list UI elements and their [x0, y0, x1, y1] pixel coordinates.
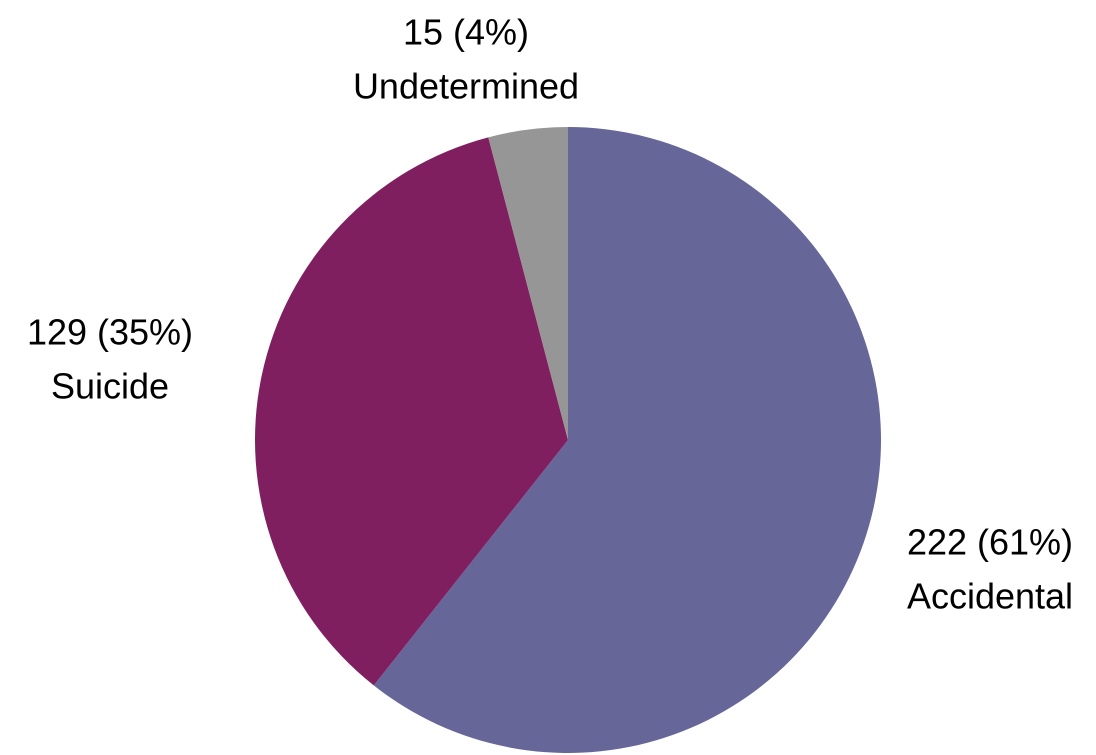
data-label: 222 (61%) [907, 522, 1073, 563]
pie-slice [255, 137, 568, 686]
category-label: Suicide [51, 366, 169, 407]
pie-slice [488, 127, 568, 440]
pie-slice [373, 127, 881, 753]
category-label: Undetermined [353, 66, 579, 107]
data-label: 15 (4%) [403, 12, 529, 53]
category-label: Accidental [907, 576, 1073, 617]
data-label: 129 (35%) [27, 312, 193, 353]
